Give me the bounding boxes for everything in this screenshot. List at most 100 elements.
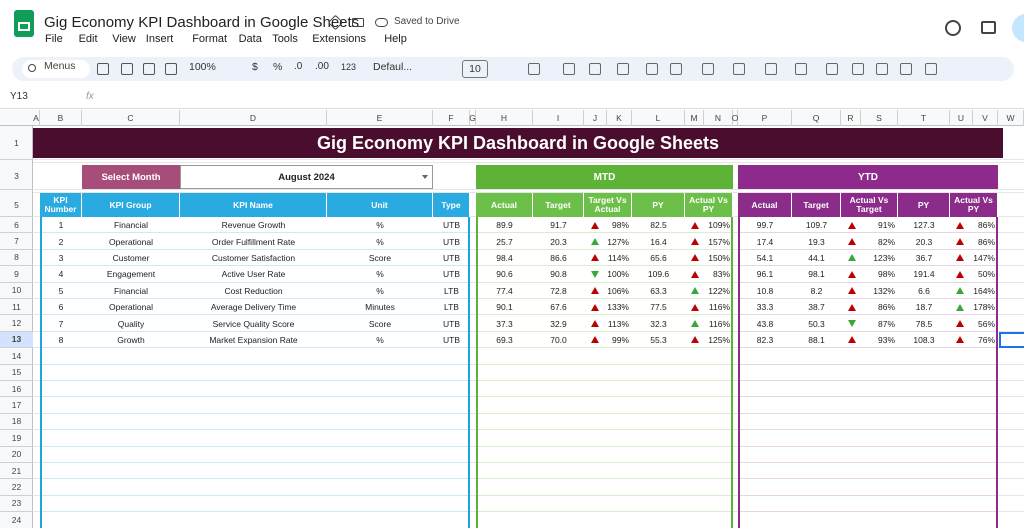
actual: 90.6 [496, 269, 513, 280]
menu-item[interactable]: Format [192, 33, 228, 45]
vs-target: 98% [877, 269, 895, 280]
vs-py: 86% [977, 220, 995, 231]
menu-search[interactable]: Menus [22, 60, 90, 78]
row-header: 18 [0, 414, 33, 431]
tool-icon[interactable] [143, 63, 155, 75]
column-header: D [180, 110, 327, 126]
py: 6.6 [918, 285, 930, 296]
vs-py: 86% [977, 236, 995, 247]
tool-icon[interactable] [528, 63, 540, 75]
font-size[interactable]: 10 [462, 60, 488, 78]
menu-item[interactable]: Extensions [312, 33, 366, 45]
menu-item[interactable]: File [45, 33, 63, 45]
column-header: P [738, 110, 792, 126]
kpi-name: Active User Rate [221, 269, 286, 280]
table-header: KPI Group [82, 193, 180, 217]
comment-icon[interactable] [981, 21, 996, 34]
table-row-line [42, 396, 468, 398]
column-header: H [476, 110, 533, 126]
table-row-line [740, 298, 996, 299]
menu-item[interactable]: Edit [78, 33, 98, 45]
table-header: Target [792, 193, 841, 217]
menu-item[interactable]: View [112, 33, 136, 45]
table-header: Unit [327, 193, 433, 217]
table-header: Target [533, 193, 584, 217]
table-row-line [42, 511, 468, 513]
tool-icon[interactable] [900, 63, 912, 75]
target: 20.3 [550, 236, 567, 247]
tool-icon[interactable] [733, 63, 745, 75]
column-header: N [704, 110, 733, 126]
column-header: J [584, 110, 607, 126]
kpi-number: 1 [58, 220, 64, 231]
tool-icon[interactable] [646, 63, 658, 75]
row-header: 13 [0, 331, 33, 349]
tool-icon[interactable] [589, 63, 601, 75]
number-format[interactable]: 123 [341, 62, 357, 72]
increase-decimal[interactable]: .00 [315, 61, 329, 72]
vs-target: 91% [877, 220, 895, 231]
tool-icon[interactable] [617, 63, 629, 75]
tool-icon[interactable] [826, 63, 838, 75]
trend-arrow [691, 303, 699, 311]
column-header: F [433, 110, 470, 126]
row-header: 8 [0, 250, 33, 267]
tool-icon[interactable] [121, 63, 133, 75]
kpi-group: Financial [113, 220, 149, 231]
row-header: 17 [0, 397, 33, 414]
tool-icon[interactable] [795, 63, 807, 75]
row-header: 24 [0, 512, 33, 528]
target: 32.9 [550, 318, 567, 329]
column-header: Q [792, 110, 841, 126]
trend-arrow [848, 237, 856, 245]
target: 8.2 [810, 285, 823, 296]
table-header: PY [898, 193, 950, 217]
column-header: E [327, 110, 433, 126]
tool-icon[interactable] [165, 63, 177, 75]
column-header: U [950, 110, 973, 126]
tool-icon[interactable] [852, 63, 864, 75]
target: 72.8 [550, 285, 567, 296]
py: 16.4 [650, 236, 667, 247]
name-box[interactable]: Y13 [10, 91, 28, 102]
vs-target: 99% [611, 334, 629, 345]
doc-title[interactable]: Gig Economy KPI Dashboard in Google Shee… [44, 14, 360, 31]
percent[interactable]: % [273, 61, 283, 73]
vs-target: 100% [607, 269, 629, 280]
column-header: V [973, 110, 998, 126]
icon [28, 64, 36, 72]
trend-arrow [591, 254, 599, 262]
tool-icon[interactable] [876, 63, 888, 75]
table-row-line [42, 248, 468, 250]
tool-icon[interactable] [925, 63, 937, 75]
history-icon[interactable] [945, 20, 961, 36]
vs-target: 82% [877, 236, 895, 247]
table-header: Actual [738, 193, 792, 217]
kpi-type: UTB [443, 318, 460, 329]
font-select[interactable]: Defaul... [373, 61, 413, 73]
month-select[interactable]: August 2024 [180, 165, 433, 189]
tool-icon[interactable] [97, 63, 109, 75]
menu-item[interactable]: Data [238, 33, 262, 45]
menu-item[interactable]: Tools [272, 33, 298, 45]
decrease-decimal[interactable]: .0 [294, 61, 303, 72]
table-row-line [42, 380, 468, 381]
kpi-group: Operational [109, 302, 153, 313]
folder-icon[interactable] [352, 18, 364, 27]
table-row-line [740, 347, 996, 349]
table-row-line [740, 248, 996, 250]
share-button[interactable] [1012, 14, 1024, 42]
zoom[interactable]: 100% [189, 61, 216, 73]
trend-arrow [591, 303, 599, 311]
py: 77.5 [650, 302, 667, 313]
table-row-line [42, 445, 468, 447]
tool-icon[interactable] [702, 63, 714, 75]
tool-icon[interactable] [670, 63, 682, 75]
table-row-line [42, 347, 468, 349]
cloud-icon [375, 18, 388, 27]
tool-icon[interactable] [765, 63, 777, 75]
tool-icon[interactable] [563, 63, 575, 75]
menu-item[interactable]: Insert [145, 33, 174, 45]
currency[interactable]: $ [252, 61, 258, 73]
menu-item[interactable]: Help [384, 33, 407, 45]
